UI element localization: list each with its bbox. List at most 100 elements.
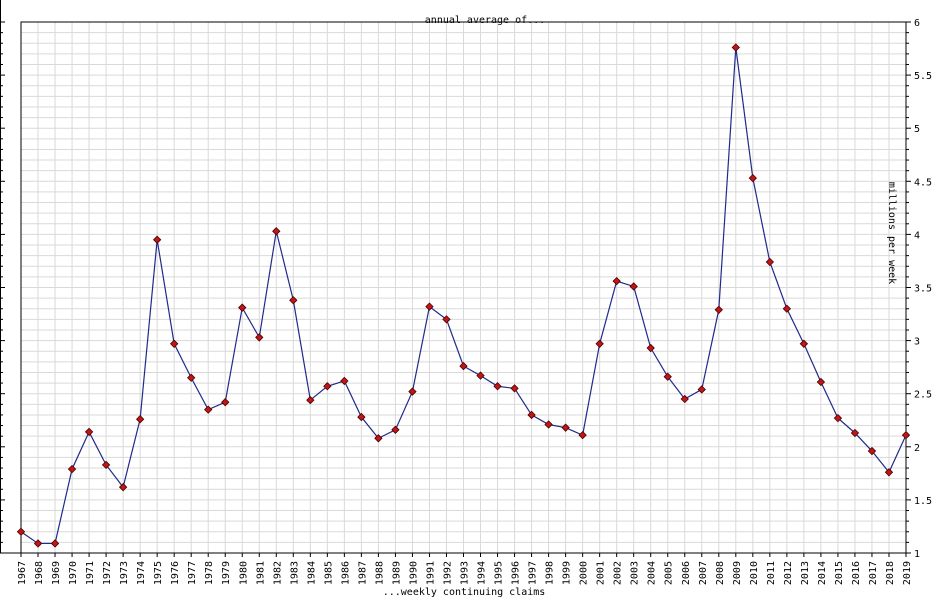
data-point <box>646 343 655 353</box>
y-tick-label: 6 <box>914 18 920 29</box>
x-tick-label: 1970 <box>68 561 79 585</box>
data-point <box>187 373 196 382</box>
x-tick-label: 1998 <box>545 561 556 585</box>
x-tick-label: 2012 <box>783 561 794 585</box>
x-tick-label: 2011 <box>766 561 777 585</box>
x-tick-label: 2016 <box>851 561 862 585</box>
x-tick-label: 2018 <box>885 561 896 585</box>
x-tick-label: 2009 <box>732 561 743 585</box>
x-tick-label: 1978 <box>204 561 215 585</box>
data-point <box>67 464 77 474</box>
x-tick-label: 2015 <box>834 561 845 585</box>
data-point <box>850 428 860 438</box>
x-tick-label: 1980 <box>238 561 249 585</box>
data-point <box>833 413 843 423</box>
x-tick-label: 1981 <box>255 561 266 585</box>
x-tick-labels: 1967 1968 1969 1970 1971 1972 1973 1974 1975 1976… <box>17 561 913 585</box>
y-tick-label: 2 <box>914 443 920 454</box>
y-tick-label: 3.5 <box>914 284 932 295</box>
x-tick-label: 1974 <box>136 561 147 585</box>
data-point <box>442 315 451 324</box>
x-tick-label: 1989 <box>391 561 402 585</box>
x-tick-label: 1983 <box>289 561 300 585</box>
x-tick-label: 2001 <box>596 561 607 585</box>
data-point <box>782 304 792 313</box>
x-tick-label: 2005 <box>664 561 675 585</box>
data-point <box>629 282 638 291</box>
data-markers <box>16 43 911 548</box>
data-point <box>578 430 587 440</box>
data-point <box>391 425 400 434</box>
x-tick-label: 1992 <box>442 561 453 585</box>
axis-ticks <box>0 0 911 557</box>
x-tick-label: 2003 <box>630 561 641 585</box>
data-point <box>118 482 128 492</box>
x-tick-label: 1982 <box>272 561 283 585</box>
x-tick-label: 1991 <box>425 561 436 585</box>
data-point <box>595 339 604 348</box>
data-point <box>799 339 809 348</box>
x-tick-label: 2019 <box>902 561 913 585</box>
data-point <box>476 371 485 380</box>
data-point <box>867 446 877 456</box>
x-axis-title: ...weekly continuing claims <box>383 587 546 598</box>
data-point <box>255 333 264 342</box>
data-point <box>272 227 281 236</box>
y-tick-labels: 1 1.5 2 2.5 3 3.5 4 4.5 5 5.5 6 <box>914 18 932 560</box>
data-point <box>544 420 553 429</box>
x-tick-label: 1994 <box>477 561 488 585</box>
data-point <box>16 527 26 536</box>
x-tick-label: 2004 <box>647 561 658 585</box>
data-point <box>357 412 366 422</box>
x-tick-label: 1987 <box>357 561 368 585</box>
y-tick-label: 2.5 <box>914 390 932 401</box>
data-point <box>748 173 757 183</box>
x-tick-label: 1986 <box>340 561 351 585</box>
x-tick-label: 1993 <box>460 561 471 585</box>
data-point <box>152 235 162 244</box>
y-tick-label: 1.5 <box>914 496 932 507</box>
data-point <box>374 434 383 443</box>
x-tick-label: 2006 <box>681 561 692 585</box>
x-tick-label: 1984 <box>306 561 317 585</box>
y-tick-label: 4.5 <box>914 177 932 188</box>
x-tick-label: 1969 <box>51 561 62 585</box>
x-tick-label: 2007 <box>698 561 709 585</box>
x-tick-label: 2000 <box>579 561 590 585</box>
x-tick-label: 1967 <box>17 561 28 585</box>
data-point <box>340 376 349 386</box>
data-point <box>459 361 468 371</box>
x-tick-label: 1995 <box>494 561 505 585</box>
y-tick-label: 3 <box>914 337 920 348</box>
x-tick-label: 1999 <box>562 561 573 585</box>
x-tick-label: 1975 <box>153 561 164 585</box>
y-axis-title: millions per week <box>886 182 897 284</box>
x-tick-label: 2008 <box>715 561 726 585</box>
x-tick-label: 2002 <box>613 561 624 585</box>
x-tick-label: 1971 <box>85 561 96 585</box>
chart-title: annual average of... <box>425 15 545 26</box>
y-tick-label: 1 <box>914 549 920 560</box>
y-tick-label: 4 <box>914 230 920 241</box>
x-tick-label: 1996 <box>511 561 522 585</box>
data-point <box>170 339 179 348</box>
data-point <box>510 384 519 393</box>
x-tick-label: 1976 <box>170 561 181 585</box>
y-tick-label: 5 <box>914 124 920 135</box>
data-point <box>663 372 672 381</box>
x-tick-label: 1977 <box>187 561 198 585</box>
x-tick-label: 1968 <box>34 561 45 585</box>
data-point <box>731 43 740 52</box>
x-tick-label: 1973 <box>119 561 130 585</box>
x-tick-label: 1985 <box>323 561 334 585</box>
data-point <box>221 398 230 407</box>
x-tick-label: 2014 <box>817 561 828 585</box>
grid <box>20 21 907 554</box>
x-tick-label: 2017 <box>868 561 879 585</box>
data-point <box>493 382 502 391</box>
data-point <box>765 257 775 267</box>
data-point <box>289 296 298 305</box>
data-point <box>84 427 94 437</box>
data-point <box>561 423 570 432</box>
